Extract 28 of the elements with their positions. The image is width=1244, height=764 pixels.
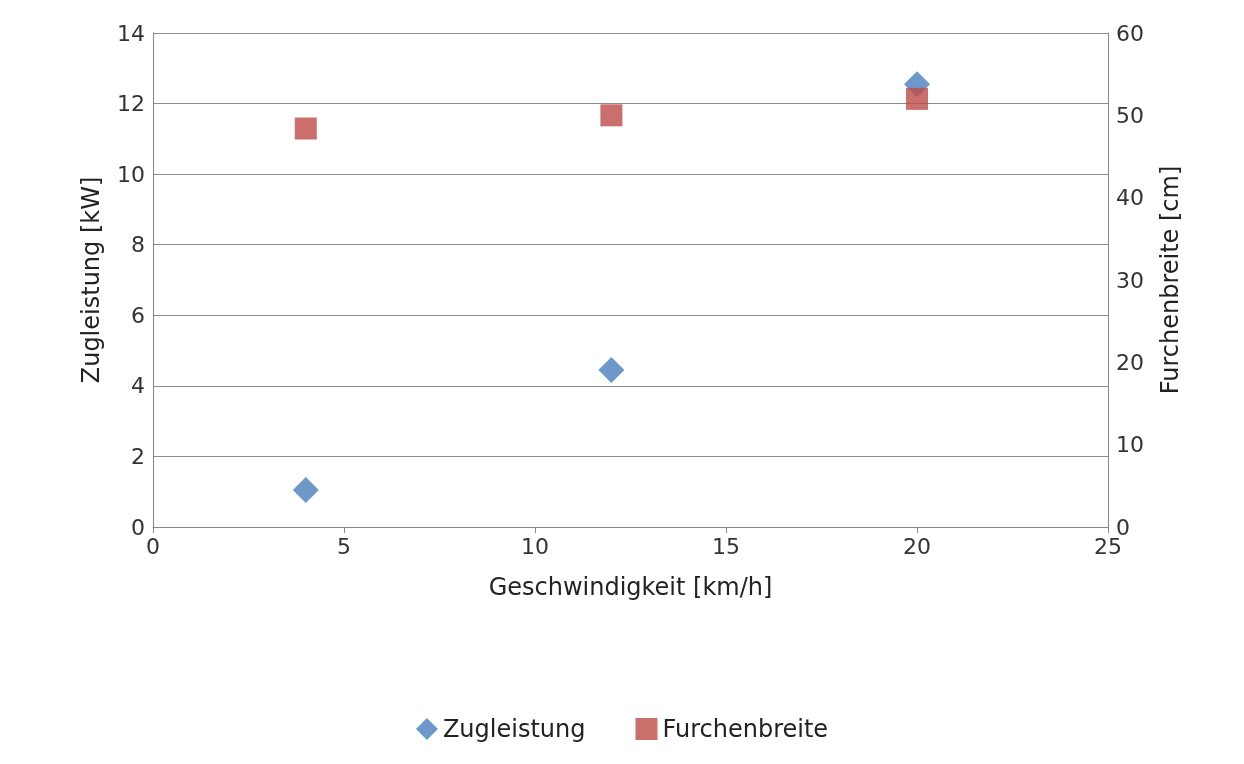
point <box>294 117 317 140</box>
y-tick-label: 2 <box>131 443 145 469</box>
point <box>600 104 623 127</box>
y2-axis-title: Furchenbreite [cm] <box>1156 165 1184 395</box>
y-tick-label: 12 <box>117 91 145 117</box>
y-tick-label: 10 <box>117 161 145 187</box>
point <box>598 356 625 383</box>
y2-tick-label: 30 <box>1116 267 1144 293</box>
y2-tick-label: 10 <box>1116 432 1144 458</box>
y-tick-label: 8 <box>131 232 145 258</box>
y2-tick-label: 20 <box>1116 349 1144 375</box>
y2-tick-label: 50 <box>1116 102 1144 128</box>
x-tick-label: 10 <box>521 533 549 559</box>
point <box>292 476 319 503</box>
x-tick-label: 5 <box>337 533 351 559</box>
point <box>906 87 928 110</box>
x-tick-label: 15 <box>712 533 740 559</box>
x-tick-label: 20 <box>903 533 931 559</box>
y-tick-label: 4 <box>131 373 145 399</box>
y2-tick-label: 40 <box>1116 185 1144 211</box>
y-tick-label: 0 <box>131 514 145 540</box>
x-axis-title: Geschwindigkeit [km/h] <box>488 573 773 601</box>
y-tick-label: 6 <box>131 302 145 328</box>
y-axis-title: Zugleistung [kW] <box>77 176 105 384</box>
legend-label: Furchenbreite <box>662 715 829 743</box>
legend-label: Zugleistung <box>442 715 586 743</box>
y-tick-label: 14 <box>117 20 145 46</box>
y2-tick-label: 60 <box>1116 20 1144 46</box>
